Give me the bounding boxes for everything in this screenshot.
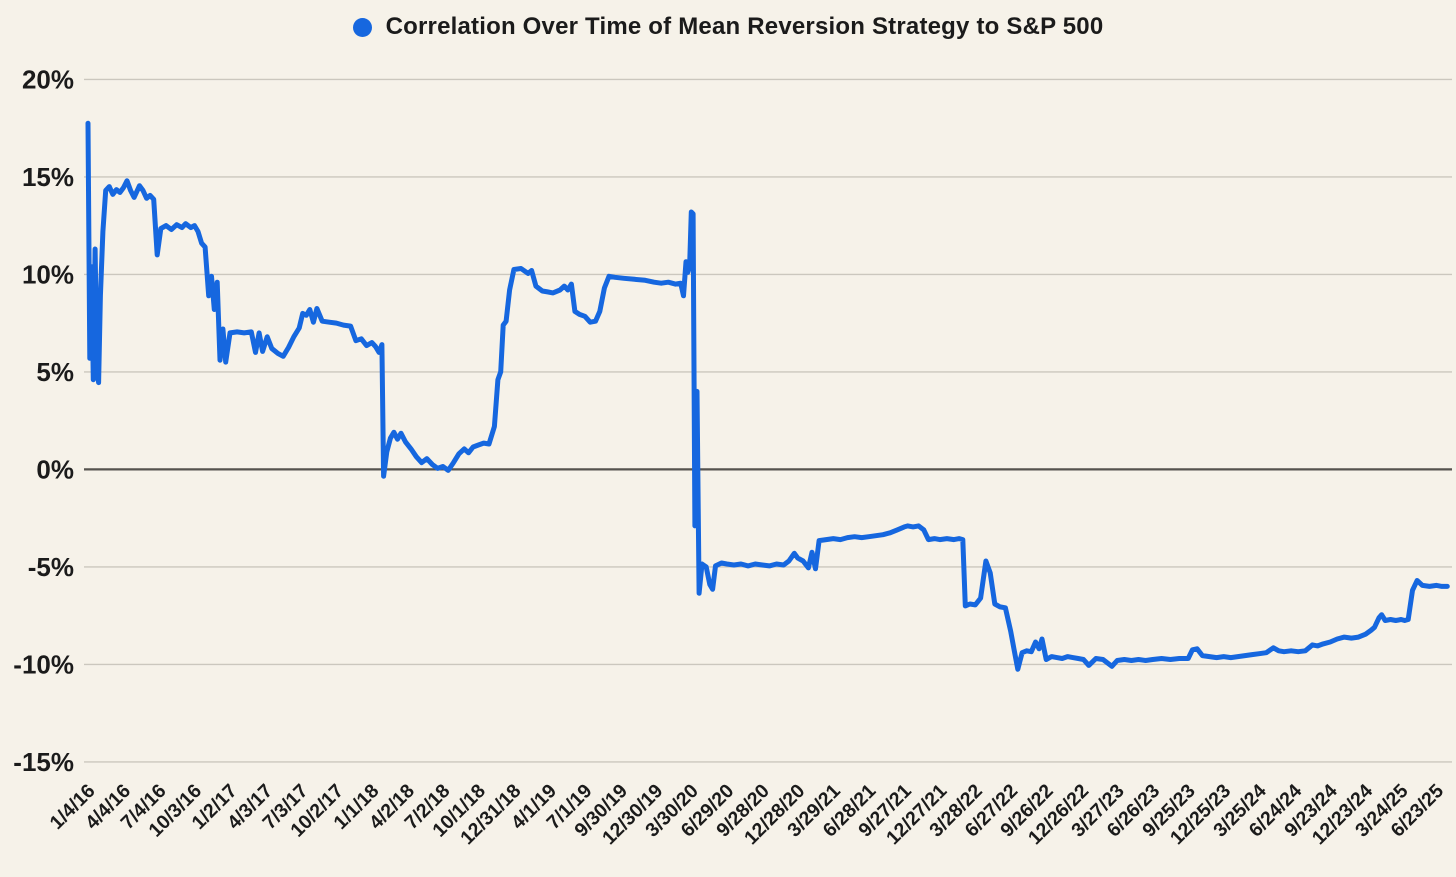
y-axis-tick-label: 15%	[22, 162, 74, 192]
x-axis-labels: 1/4/164/4/167/4/1610/3/161/2/174/3/177/3…	[46, 780, 1449, 849]
y-axis-tick-label: 0%	[36, 454, 74, 484]
y-axis-tick-label: -10%	[13, 649, 74, 679]
legend-marker-icon	[352, 17, 372, 37]
gridlines	[84, 78, 1452, 763]
y-axis-tick-label: 10%	[22, 259, 74, 289]
chart-title: Correlation Over Time of Mean Reversion …	[385, 13, 1104, 40]
correlation-series-line	[85, 120, 1450, 672]
y-axis-tick-label: -15%	[13, 747, 74, 777]
y-axis-labels: 20% 15% 10% 5% 0% -5% -10% -15%	[13, 64, 74, 777]
y-axis-tick-label: -5%	[28, 552, 74, 582]
y-axis-tick-label: 5%	[36, 357, 74, 387]
y-axis-tick-label: 20%	[22, 64, 74, 94]
chart-header: Correlation Over Time of Mean Reversion …	[0, 13, 1456, 41]
